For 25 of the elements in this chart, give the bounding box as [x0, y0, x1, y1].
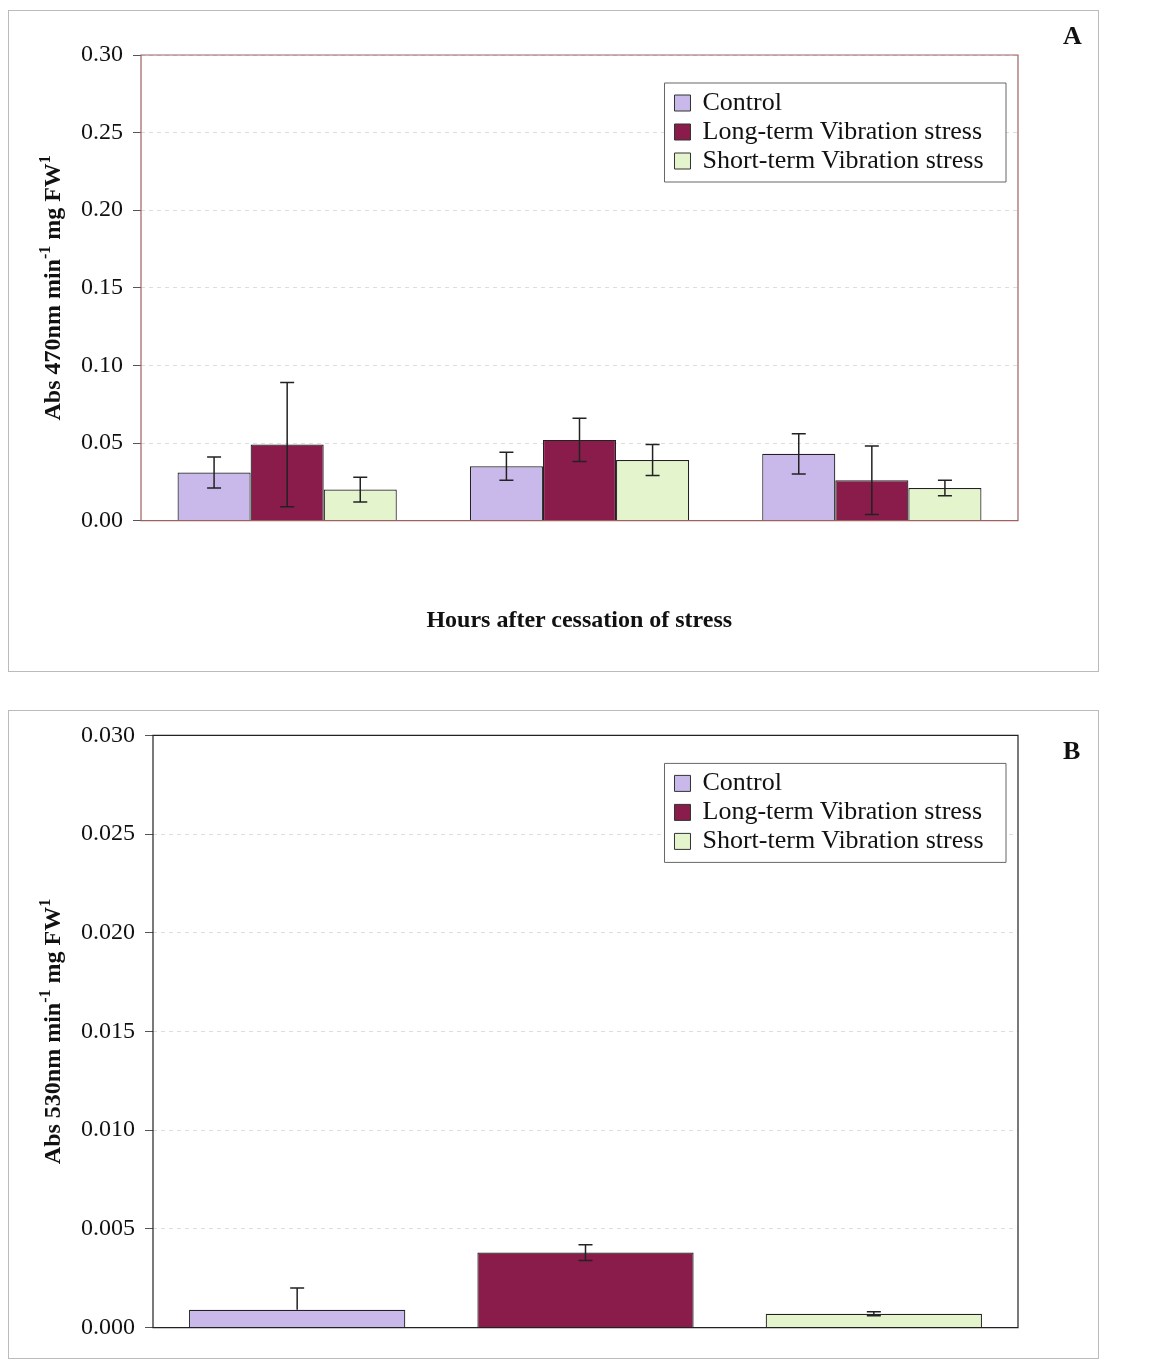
y-tick-label: 0.015: [81, 1016, 135, 1043]
legend-label: Long-term Vibration stress: [702, 115, 983, 145]
y-tick-label: 0.05: [81, 428, 123, 455]
y-tick-label: 0.10: [81, 350, 123, 377]
text: A: [1063, 20, 1082, 50]
legend-label: Control: [702, 86, 782, 116]
y-tick-label: 0.20: [81, 195, 123, 222]
y-tick-label: 0.010: [81, 1115, 135, 1142]
legend-label: Long-term Vibration stress: [702, 796, 983, 826]
y-tick-label: 0.00: [81, 505, 123, 532]
y-tick-label: 0.005: [81, 1214, 135, 1241]
text: B: [1063, 736, 1081, 766]
y-tick-label: 0.15: [81, 273, 123, 300]
x-axis-title: Hours after cessation of stress: [426, 605, 733, 632]
legend-label: Short-term Vibration stress: [702, 144, 984, 174]
y-tick-label: 0.25: [81, 117, 123, 144]
y-tick-label: 0.000: [81, 1312, 135, 1339]
legend-label: Short-term Vibration stress: [702, 825, 984, 855]
y-axis-title: Abs 530nm min-1 mg FW1: [35, 898, 66, 1165]
y-tick-label: 0.020: [81, 918, 135, 945]
legend-label: Control: [702, 767, 782, 797]
y-tick-label: 0.025: [81, 819, 135, 846]
y-axis-title: Abs 470nm min-1 mg FW1: [35, 155, 66, 421]
y-tick-label: 0.030: [81, 720, 135, 747]
y-tick-label: 0.30: [81, 40, 123, 67]
